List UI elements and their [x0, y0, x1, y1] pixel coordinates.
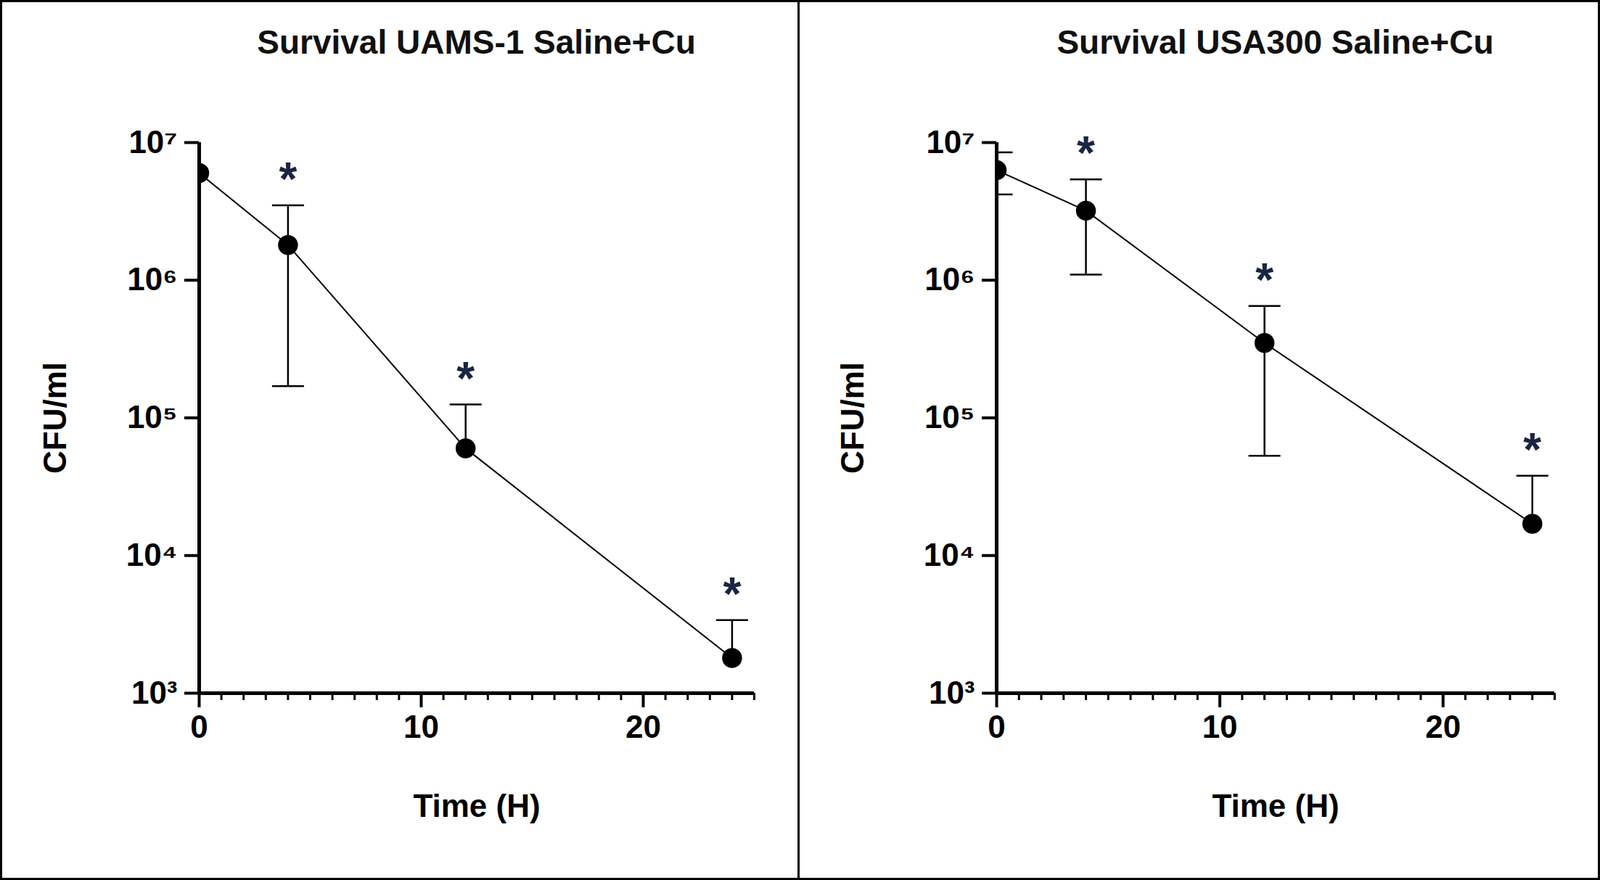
- svg-text:10⁴: 10⁴: [126, 536, 178, 573]
- svg-text:10³: 10³: [928, 674, 976, 711]
- svg-text:*: *: [722, 568, 741, 621]
- svg-text:Time (H): Time (H): [412, 788, 540, 824]
- svg-text:0: 0: [190, 708, 208, 745]
- svg-text:*: *: [456, 352, 475, 405]
- svg-text:*: *: [1076, 126, 1095, 180]
- svg-text:10⁴: 10⁴: [923, 536, 976, 573]
- html-text:Survival UAMS-1 Saline+Cu: Survival UAMS-1 Saline+Cu: [257, 23, 696, 61]
- svg-text:10⁵: 10⁵: [924, 399, 976, 435]
- svg-text:*: *: [1255, 253, 1274, 307]
- svg-text:CFU/ml: CFU/ml: [37, 362, 73, 474]
- svg-text:10: 10: [403, 708, 440, 745]
- svg-text:20: 20: [1425, 708, 1461, 745]
- svg-text:10⁶: 10⁶: [924, 261, 975, 297]
- svg-text:10⁷: 10⁷: [925, 124, 975, 160]
- svg-text:10³: 10³: [131, 674, 178, 711]
- svg-text:10⁵: 10⁵: [126, 399, 178, 435]
- svg-text:Time (H): Time (H): [1211, 788, 1339, 824]
- svg-text:10: 10: [1202, 708, 1238, 745]
- svg-text:10⁶: 10⁶: [126, 261, 178, 297]
- svg-text:CFU/ml: CFU/ml: [834, 362, 871, 474]
- svg-text:10⁷: 10⁷: [128, 124, 178, 160]
- svg-text:0: 0: [987, 708, 1005, 745]
- html-text:Survival USA300 Saline+Cu: Survival USA300 Saline+Cu: [1056, 23, 1494, 61]
- svg-text:*: *: [278, 153, 297, 206]
- svg-text:20: 20: [625, 708, 662, 745]
- svg-text:*: *: [1523, 423, 1542, 477]
